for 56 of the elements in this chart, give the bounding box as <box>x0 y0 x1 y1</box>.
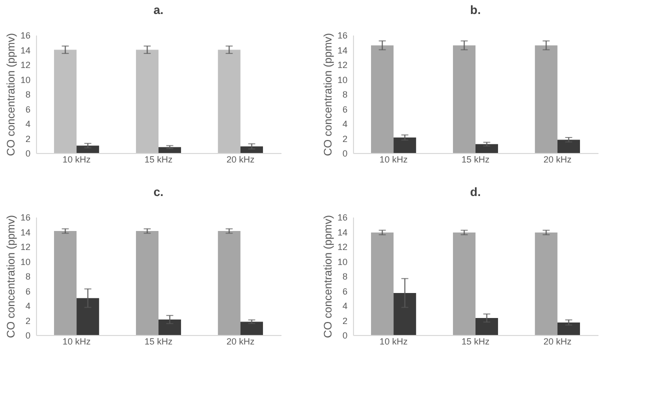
x-tick-label: 20 kHz <box>226 154 255 164</box>
y-tick-label: 2 <box>342 316 348 326</box>
y-tick-label: 6 <box>342 104 348 114</box>
x-tick-label: 20 kHz <box>226 336 255 346</box>
y-tick-label: 4 <box>25 119 30 129</box>
x-tick-label: 10 kHz <box>62 154 92 164</box>
y-tick-label: 10 <box>20 74 30 85</box>
y-tick-label: 0 <box>342 148 348 158</box>
y-tick-label: 2 <box>25 316 30 326</box>
y-tick-label: 0 <box>25 330 30 340</box>
y-axis-title: CO concentration (ppmv) <box>322 215 334 338</box>
x-tick-label: 15 kHz <box>461 336 490 346</box>
x-tick-label: 15 kHz <box>144 154 174 164</box>
y-tick-label: 16 <box>20 30 30 40</box>
y-tick-label: 12 <box>337 60 348 70</box>
y-tick-label: 16 <box>337 212 348 222</box>
y-tick-label: 14 <box>20 45 30 56</box>
x-tick-label: 10 kHz <box>380 154 408 164</box>
y-tick-label: 4 <box>342 301 348 311</box>
y-tick-label: 12 <box>337 242 348 252</box>
y-tick-label: 8 <box>25 90 30 100</box>
y-tick-label: 8 <box>342 272 348 282</box>
x-tick-label: 20 kHz <box>543 154 572 164</box>
y-tick-label: 2 <box>25 134 30 144</box>
chart-title: b. <box>470 3 481 17</box>
y-tick-label: 16 <box>337 30 348 40</box>
x-tick-label: 10 kHz <box>380 336 408 346</box>
y-tick-label: 10 <box>337 256 348 267</box>
y-tick-label: 6 <box>25 104 30 114</box>
y-tick-label: 10 <box>337 74 348 85</box>
y-tick-label: 0 <box>25 148 30 158</box>
y-tick-label: 14 <box>337 227 348 238</box>
y-axis-title: CO concentration (ppmv) <box>5 215 18 338</box>
x-tick-label: 15 kHz <box>144 336 174 346</box>
y-tick-label: 12 <box>20 60 30 70</box>
y-tick-label: 4 <box>25 301 30 311</box>
y-tick-label: 14 <box>20 227 30 238</box>
y-tick-label: 16 <box>20 212 30 222</box>
y-tick-label: 4 <box>342 119 348 129</box>
y-tick-label: 2 <box>342 134 348 144</box>
x-tick-label: 10 kHz <box>62 336 92 346</box>
x-tick-label: 15 kHz <box>461 154 490 164</box>
y-tick-label: 6 <box>342 286 348 296</box>
y-tick-label: 8 <box>342 90 348 100</box>
chart-title: c. <box>153 185 164 199</box>
chart-title: a. <box>153 3 164 17</box>
y-tick-label: 12 <box>20 242 30 252</box>
x-tick-label: 20 kHz <box>543 336 572 346</box>
y-tick-label: 0 <box>342 330 348 340</box>
y-axis-title: CO concentration (ppmv) <box>5 33 18 156</box>
y-tick-label: 10 <box>20 256 30 267</box>
y-axis-title: CO concentration (ppmv) <box>322 33 334 156</box>
y-tick-label: 6 <box>25 286 30 296</box>
chart-title: d. <box>470 185 481 199</box>
y-tick-label: 8 <box>25 272 30 282</box>
y-tick-label: 14 <box>337 45 348 56</box>
